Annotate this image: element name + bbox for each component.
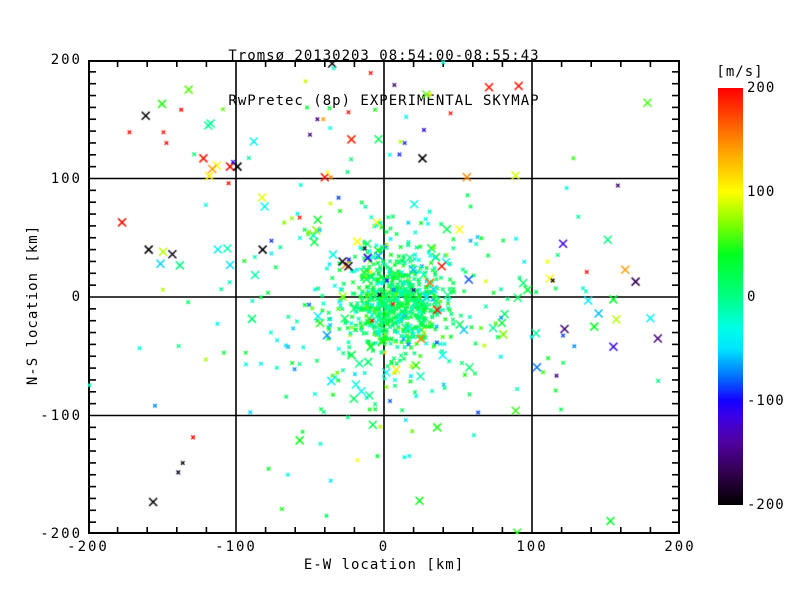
x-tick-label: -200 [67,539,109,555]
y-axis-title: N-S location [km] [25,224,41,386]
y-tick-label: 100 [50,170,82,187]
colorbar-unit-label: [m/s] [716,64,764,80]
skymap-plot [88,60,680,534]
x-tick-label: 200 [664,539,696,555]
colorbar-tick-label: 200 [747,80,776,96]
y-tick-label: 0 [71,289,82,305]
y-tick-label: -100 [40,407,82,424]
plot-title: Tromsø 20130203 08:54:00-08:55:43 [228,48,540,64]
scatter-points-canvas [88,60,680,534]
y-tick-label: -200 [40,526,82,542]
colorbar-tick-label: 100 [747,184,776,201]
x-axis-title: E-W location [km] [303,557,465,573]
x-tick-label: 100 [516,539,548,555]
x-tick-label: -100 [215,539,257,555]
colorbar-tick-label: 0 [747,288,757,305]
colorbar-gradient [718,88,743,505]
y-tick-label: 200 [50,52,82,68]
colorbar-tick-label: -100 [747,392,785,409]
colorbar-tick-label: -200 [747,497,785,513]
x-tick-label: 0 [378,539,390,555]
